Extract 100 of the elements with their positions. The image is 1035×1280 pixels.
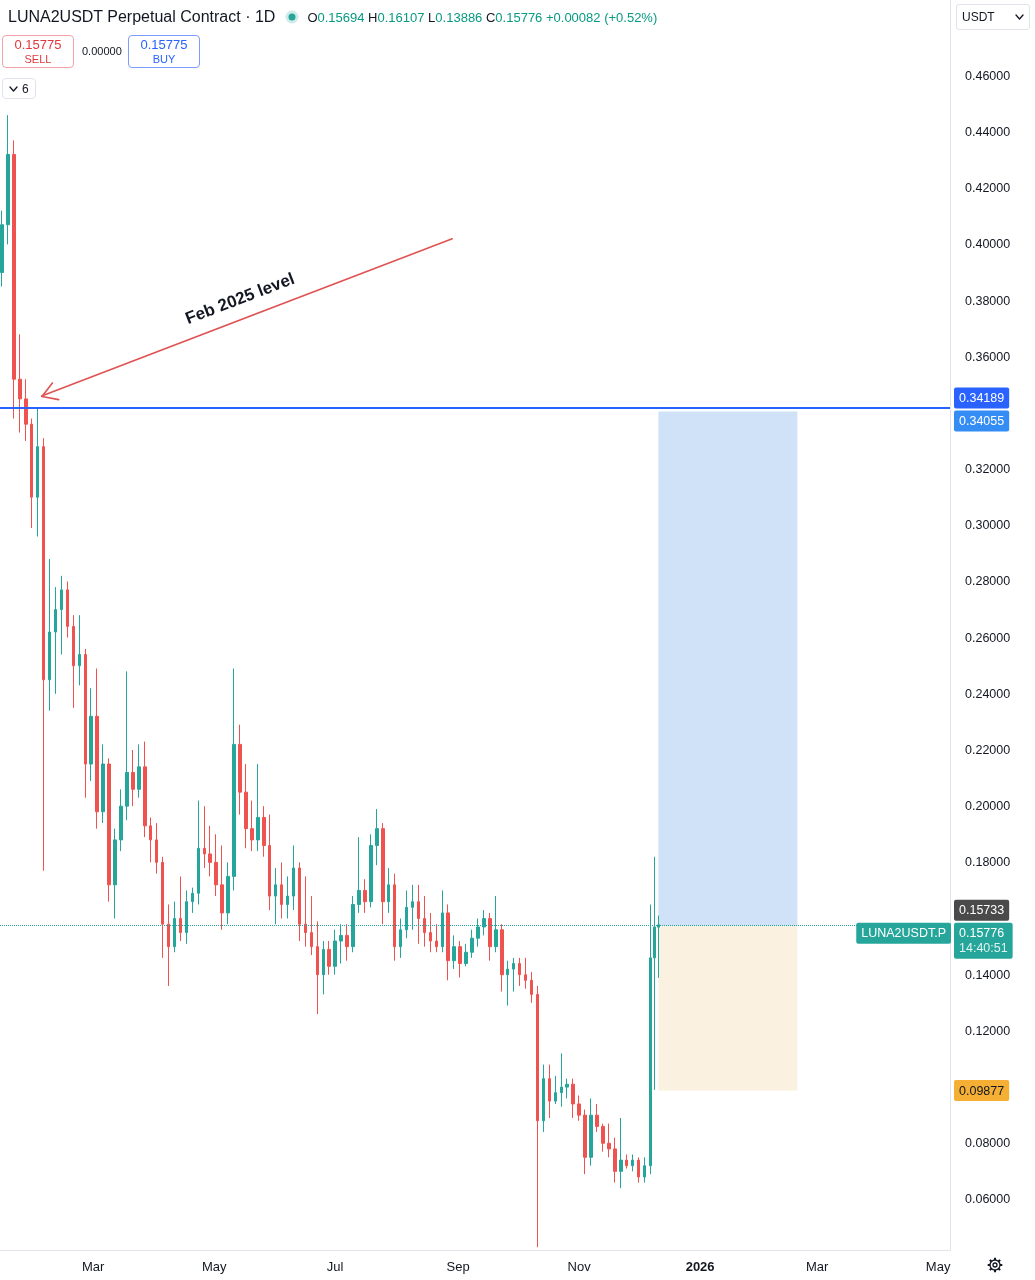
candlestick (488, 912, 492, 962)
candlestick (89, 687, 93, 782)
candlestick (286, 875, 289, 920)
annotation: LUNA2USDT.P (861, 926, 946, 941)
y-tick-label: 0.14000 (965, 967, 1011, 982)
candlestick (375, 808, 379, 866)
candlestick (304, 875, 307, 948)
x-tick-label: Jul (326, 1259, 344, 1274)
y-tick-label: 0.12000 (965, 1023, 1011, 1038)
candlestick (262, 805, 266, 858)
candlestick (595, 1103, 599, 1133)
candlestick (506, 960, 509, 1007)
text: LUNA2USDT Perpetual Contract · 1D (8, 8, 276, 26)
candlestick (30, 418, 33, 529)
x-tick-label: Mar (82, 1259, 106, 1274)
annotation: 0.00000 (82, 45, 122, 58)
candlestick (54, 586, 57, 695)
candlestick (387, 867, 390, 914)
candlestick (470, 929, 474, 959)
candlestick (60, 575, 63, 655)
candlestick (500, 923, 504, 993)
ref-line-label: 0.34189 (959, 390, 1005, 405)
candlestick (381, 822, 385, 925)
y-tick-label: 0.44000 (965, 125, 1011, 140)
y-tick-label: 0.08000 (965, 1136, 1011, 1151)
candlestick (214, 833, 218, 897)
candlestick (0, 210, 4, 288)
candlestick (208, 825, 212, 877)
candlestick (524, 957, 527, 990)
candlestick (452, 934, 456, 970)
y-tick-label: 0.40000 (965, 237, 1011, 252)
candlestick (619, 1117, 623, 1189)
candlestick (577, 1095, 581, 1122)
candlestick (363, 878, 367, 914)
ref-line-label: 0.15776 (959, 926, 1005, 941)
candlestick (512, 957, 515, 993)
candlestick (589, 1097, 593, 1167)
text: 14:40:51 (959, 941, 1008, 956)
candlestick (36, 406, 39, 538)
candlestick (72, 614, 75, 709)
candlestick (601, 1123, 605, 1153)
candlestick (244, 763, 248, 849)
annotation: 6 (22, 81, 29, 96)
candlestick (155, 822, 158, 875)
candlestick (203, 805, 206, 869)
candlestick (345, 923, 349, 962)
candlestick (631, 1153, 634, 1172)
candlestick (149, 816, 152, 863)
candlestick (78, 614, 81, 686)
candlestick (179, 875, 182, 942)
currency-dropdown: USDT (956, 4, 1030, 30)
candlestick (119, 788, 123, 852)
candlestick (625, 1153, 628, 1170)
candlestick (137, 743, 141, 799)
candlestick (113, 828, 117, 920)
candlestick (220, 845, 224, 931)
candlestick (18, 333, 22, 434)
candlestick (232, 668, 236, 891)
annotation: 0.15775 (140, 36, 188, 52)
candlestick (333, 929, 337, 976)
candlestick (518, 957, 521, 987)
candlestick (423, 895, 426, 948)
x-tick-label: 2026 (685, 1259, 715, 1274)
candlestick (548, 1064, 551, 1119)
candlestick (310, 895, 313, 956)
candlestick (143, 741, 147, 838)
candlestick (560, 1052, 563, 1108)
candlestick (429, 912, 432, 953)
candlestick (542, 1064, 545, 1133)
candlestick (393, 873, 396, 962)
y-tick-label: 0.28000 (965, 574, 1011, 589)
candlestick (268, 814, 271, 911)
y-tick-label: 0.22000 (965, 743, 1011, 757)
x-tick-label: Sep (446, 1259, 470, 1274)
candlestick (322, 940, 325, 995)
candlestick (417, 884, 420, 945)
candlestick (84, 648, 87, 799)
candlestick (238, 724, 242, 816)
candlestick (274, 867, 277, 925)
candlestick (12, 139, 16, 420)
buy-button: 0.15775 BUY (128, 35, 200, 68)
candlestick (125, 670, 129, 821)
candlestick (637, 1156, 640, 1184)
candlestick (292, 845, 295, 911)
candlestick (42, 437, 45, 872)
candlestick (583, 1109, 587, 1175)
toggle-button: 6 (2, 78, 36, 99)
y-tick-label: 0.26000 (965, 630, 1011, 645)
candlestick (369, 833, 373, 908)
y-tick-label: 0.42000 (965, 181, 1011, 196)
y-tick-label: 0.32000 (965, 462, 1011, 477)
candlestick (357, 836, 361, 914)
y-tick-label: 0.06000 (965, 1192, 1011, 1207)
candlestick (280, 861, 283, 920)
candlestick (131, 749, 135, 807)
candlestick (24, 378, 28, 442)
candlestick (48, 558, 51, 712)
x-tick-label: Nov (567, 1259, 592, 1274)
candlestick (256, 763, 260, 852)
candlestick (536, 985, 539, 1248)
